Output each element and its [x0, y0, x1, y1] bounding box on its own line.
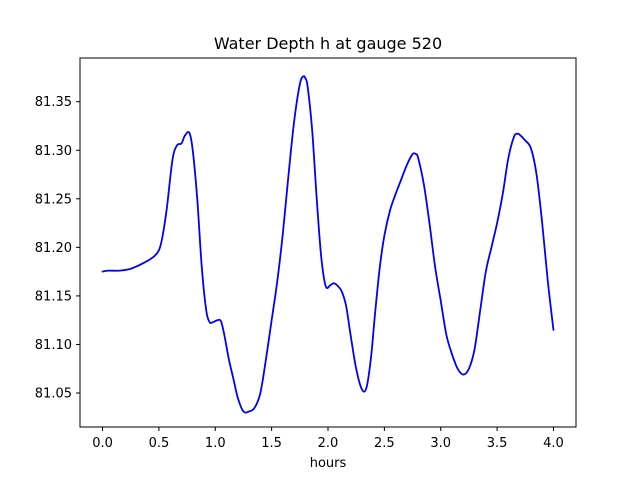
- x-tick-label: 4.0: [543, 436, 564, 451]
- plot-area: [101, 75, 555, 414]
- x-tick-label: 1.0: [205, 436, 226, 451]
- y-tick-label: 81.05: [35, 387, 72, 402]
- x-tick-label: 3.5: [487, 436, 508, 451]
- y-tick-label: 81.35: [35, 95, 72, 110]
- x-tick-label: 2.0: [318, 436, 339, 451]
- chart-title: Water Depth h at gauge 520: [214, 34, 442, 53]
- x-axis-label: hours: [310, 456, 347, 471]
- x-tick-label: 3.0: [430, 436, 451, 451]
- y-axis: 81.05 81.10 81.15 81.20 81.25 81.30 81.35: [35, 95, 80, 402]
- y-tick-label: 81.10: [35, 338, 72, 353]
- y-tick-label: 81.25: [35, 192, 72, 207]
- x-tick-label: 0.0: [92, 436, 113, 451]
- series-line-0: [101, 75, 555, 414]
- x-axis: 0.0 0.5 1.0 1.5 2.0 2.5 3.0 3.5 4.0: [92, 427, 564, 451]
- x-tick-label: 1.5: [261, 436, 282, 451]
- x-tick-label: 2.5: [374, 436, 395, 451]
- y-tick-label: 81.30: [35, 144, 72, 159]
- y-tick-label: 81.15: [35, 289, 72, 304]
- x-tick-label: 0.5: [149, 436, 170, 451]
- y-tick-label: 81.20: [35, 241, 72, 256]
